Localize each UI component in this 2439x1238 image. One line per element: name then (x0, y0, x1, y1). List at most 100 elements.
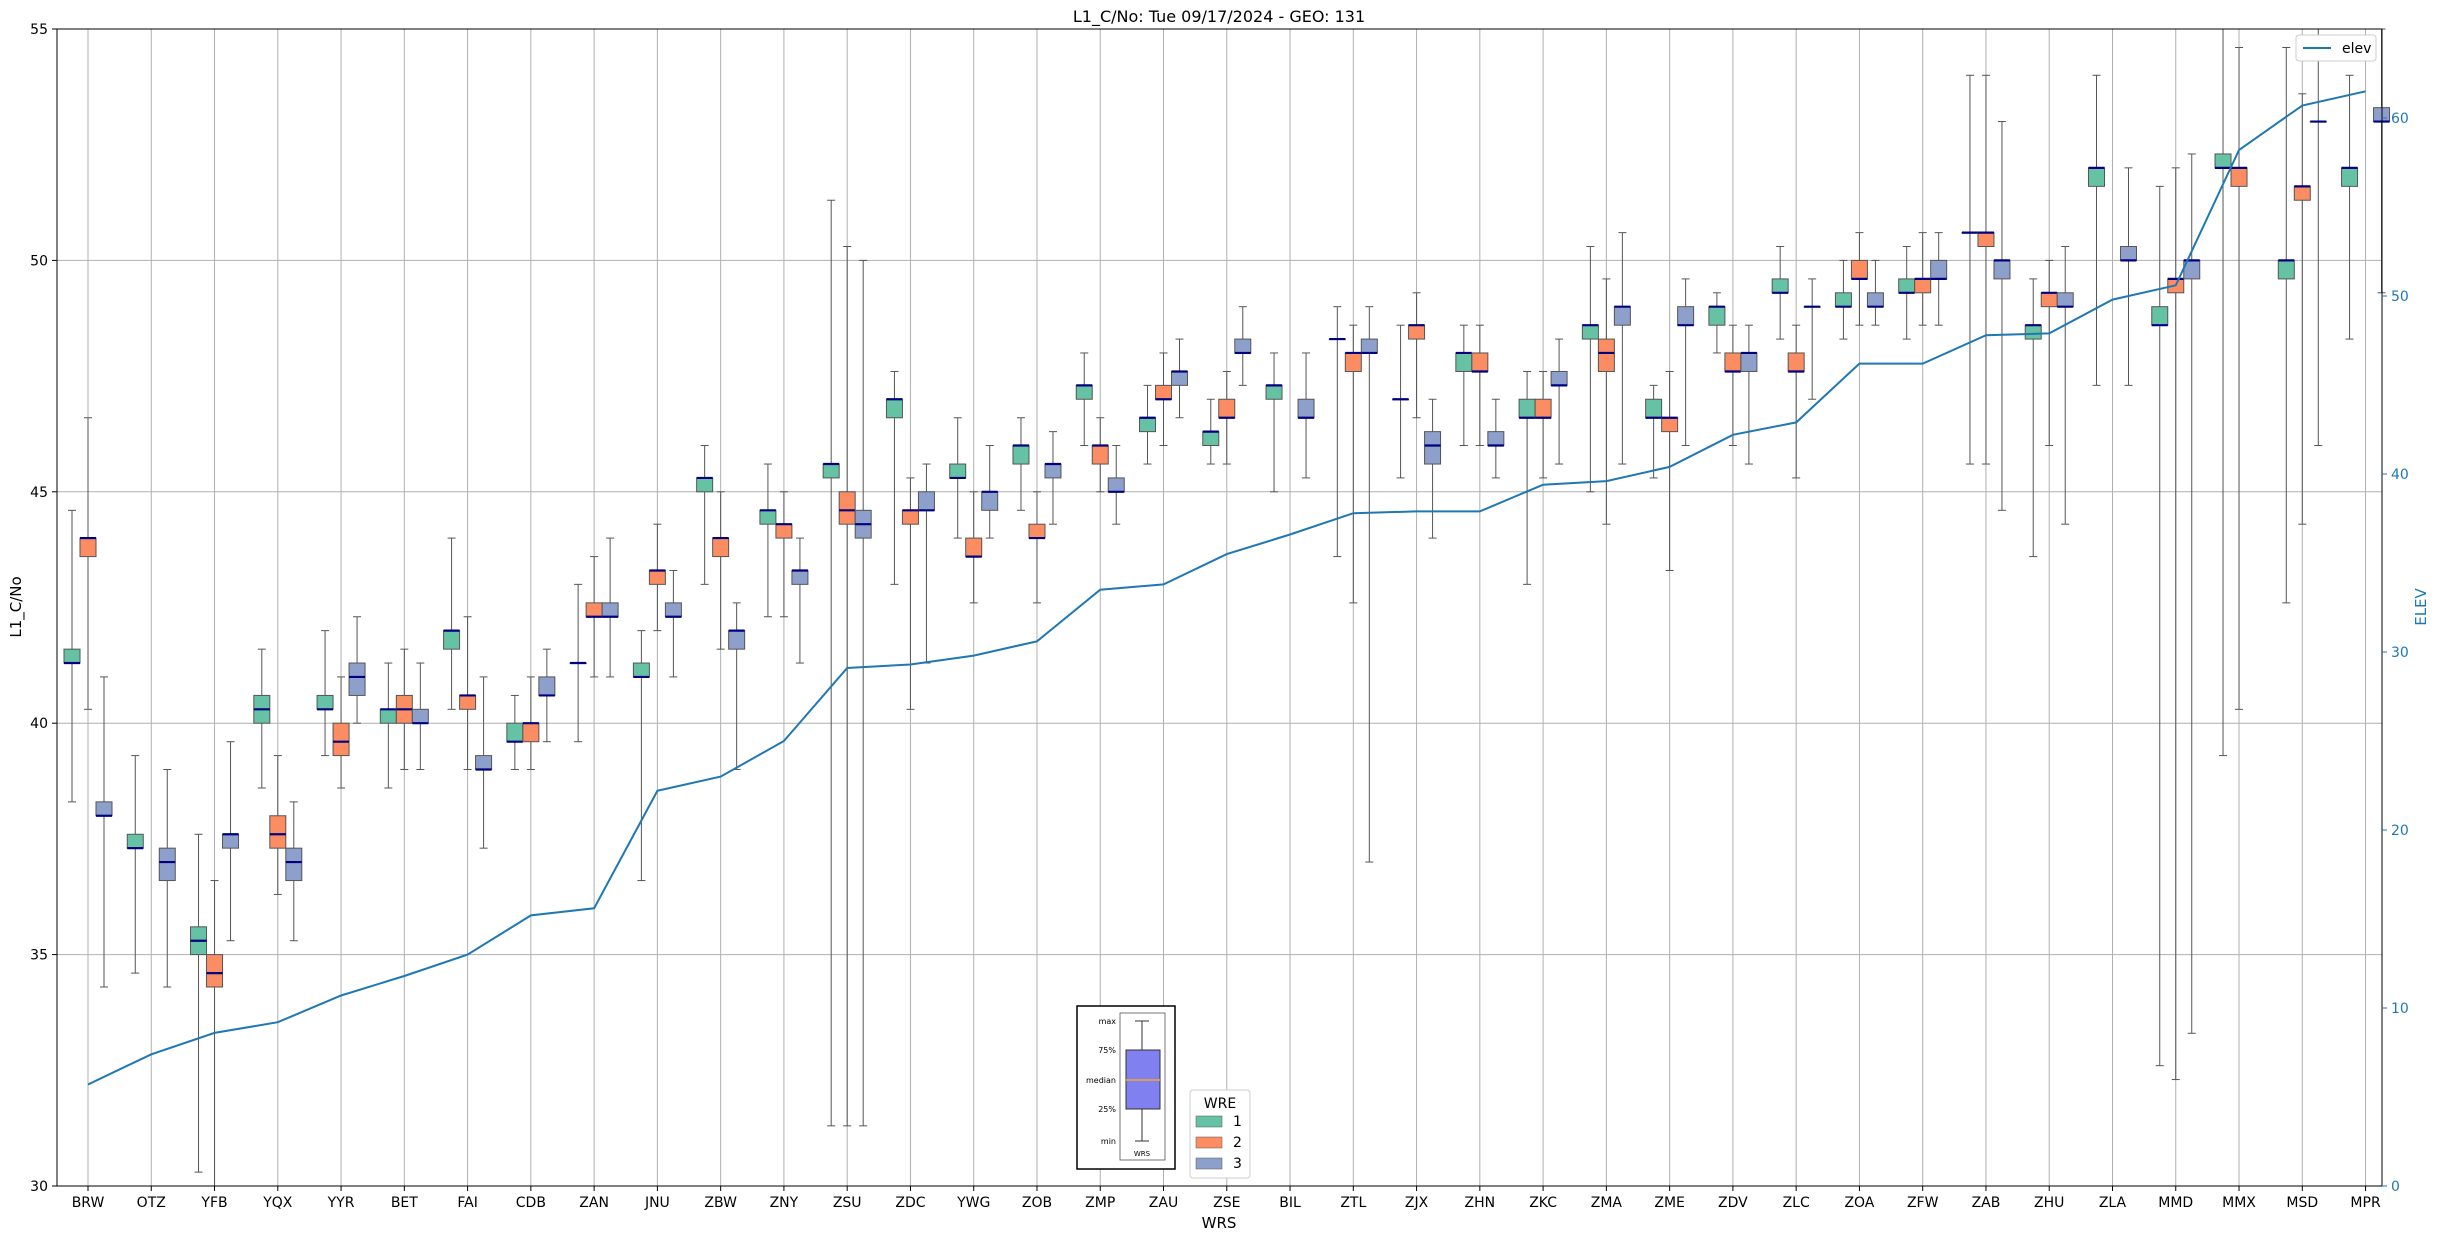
box-body (63, 648, 81, 664)
box-3-zjx (1424, 398, 1442, 539)
box-body (1202, 431, 1220, 447)
box-body (2056, 292, 2074, 308)
x-tick-label: ZAB (1972, 1195, 2001, 1211)
x-tick-label: YQX (262, 1195, 293, 1211)
y2-tick-label: 60 (2391, 111, 2409, 127)
box-1-zlc (1771, 246, 1789, 340)
box-body (1850, 259, 1868, 280)
wre-legend-label-3: 3 (1233, 1156, 1242, 1172)
box-1-zab (1961, 74, 1979, 465)
box-1-zoa (1834, 259, 1852, 340)
box-body (585, 602, 603, 618)
box-1-fai (443, 537, 461, 710)
box-body (348, 662, 366, 696)
box-1-yyr (316, 630, 334, 757)
box-body (1708, 306, 1726, 326)
inset-label-max: max (1099, 1017, 1117, 1026)
box-2-zsu (838, 246, 856, 1127)
x-tick-label: JNU (644, 1195, 670, 1211)
x-tick-label: MPR (2350, 1195, 2381, 1211)
wre-legend-swatch-2 (1195, 1136, 1223, 1149)
box-1-bil (1265, 352, 1283, 493)
box-3-zhn (1487, 398, 1505, 479)
box-body (1218, 398, 1236, 419)
box-body (1914, 278, 1932, 294)
box-body (379, 708, 397, 724)
box-1-zjx (1392, 324, 1410, 479)
box-3-zfw (1930, 232, 1948, 326)
box-body (1075, 384, 1093, 400)
box-body (1866, 292, 1884, 308)
box-2-zjx (1408, 292, 1426, 419)
y-tick-label: 50 (30, 253, 48, 269)
box-body (1977, 232, 1995, 248)
y-axis-label: L1_C/No (7, 576, 26, 637)
box-body (1740, 352, 1758, 372)
box-1-zfw (1898, 246, 1916, 340)
box-1-bet (379, 662, 397, 789)
box-1-zsu (822, 199, 840, 1127)
boxplot-key-inset: max 75% median 25% min WRS (1076, 1005, 1176, 1170)
box-body (158, 847, 176, 882)
box-1-brw (63, 509, 81, 803)
x-tick-label: ZHN (1465, 1195, 1496, 1211)
x-tick-label: ZBW (704, 1195, 737, 1211)
axes: BRW OTZ YFB YQX YYR BET FAI CDB ZAN JNU ZBW ZNY ZSU Z… (30, 22, 2409, 1211)
box-body (1344, 352, 1362, 372)
box-body (632, 662, 650, 678)
box-1-zbw (696, 445, 714, 585)
elev-legend: elev (2295, 34, 2377, 62)
y-tick-label: 40 (30, 716, 48, 732)
box-body (522, 722, 540, 743)
box-body (222, 833, 240, 849)
box-3-cdb (538, 648, 556, 743)
box-body (2341, 167, 2359, 187)
box-series (63, 28, 2391, 1187)
box-body (885, 398, 903, 419)
box-body (1028, 523, 1046, 539)
box-body (1297, 398, 1315, 419)
y2-tick-label: 30 (2391, 645, 2409, 661)
x-tick-label: ZDV (1718, 1195, 1748, 1211)
box-body (696, 477, 714, 493)
x-tick-label: ZLA (2099, 1195, 2127, 1211)
x-tick-label: BRW (72, 1195, 105, 1211)
box-1-zla (2087, 74, 2105, 386)
box-body (2087, 167, 2105, 187)
box-1-jnu (632, 630, 650, 882)
box-3-zse (1234, 306, 1252, 386)
box-1-mmd (2151, 185, 2169, 1067)
box-3-zob (1044, 431, 1062, 525)
box-body (1677, 306, 1695, 326)
box-body (822, 463, 840, 479)
box-body (2293, 185, 2311, 201)
box-body (506, 722, 524, 743)
box-body (901, 509, 919, 525)
box-2-zse (1218, 370, 1236, 465)
box-1-yqx (253, 648, 271, 789)
y2-tick-label: 20 (2391, 823, 2409, 839)
y-tick-label: 45 (30, 485, 48, 501)
box-body (2040, 292, 2058, 308)
x-tick-label: ZMP (1085, 1195, 1115, 1211)
box-body (1993, 259, 2011, 280)
x-tick-label: ZJX (1405, 1195, 1429, 1211)
x-tick-label: MMX (2222, 1195, 2256, 1211)
box-body (1930, 259, 1948, 280)
box-body (838, 491, 856, 525)
box-3-mmd (2183, 153, 2201, 1034)
wre-legend-label-2: 2 (1233, 1135, 1242, 1151)
box-3-yqx (285, 801, 303, 942)
box-3-zoa (1866, 259, 1884, 326)
y-tick-label: 35 (30, 948, 48, 964)
box-body (1455, 352, 1473, 372)
box-3-zau (1171, 338, 1189, 419)
x-tick-label: CDB (516, 1195, 546, 1211)
box-1-zau (1139, 384, 1157, 465)
box-3-fai (475, 676, 493, 849)
x-tick-label: ZMA (1591, 1195, 1623, 1211)
box-body (1724, 352, 1742, 372)
box-3-otz (158, 768, 176, 988)
box-1-zob (1012, 417, 1030, 511)
box-3-zan (601, 537, 619, 678)
